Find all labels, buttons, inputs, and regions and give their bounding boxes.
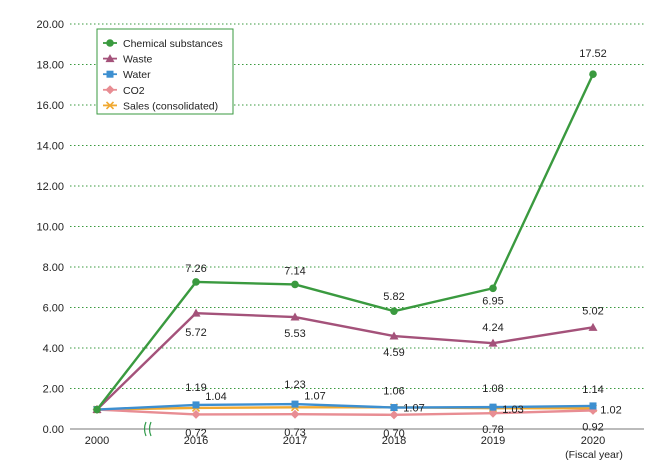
data-point-triangle — [191, 308, 201, 317]
data-point-triangle — [105, 54, 115, 63]
data-label: 0.92 — [582, 421, 603, 433]
data-label: 7.14 — [284, 265, 305, 277]
series-line — [96, 73, 595, 411]
data-labels: 7.26 7.14 5.82 6.95 17.52 5.72 5.53 4.59 4.24 5.0… — [185, 48, 621, 440]
series-line — [96, 406, 594, 411]
data-point-diamond — [105, 85, 115, 95]
data-label: 5.72 — [185, 327, 206, 339]
data-label: 5.53 — [284, 328, 305, 340]
data-label: 4.59 — [383, 347, 404, 359]
series-layer — [92, 70, 598, 420]
y-tick-label: 16.00 — [36, 100, 64, 112]
data-label: 6.95 — [482, 295, 503, 307]
data-point-triangle — [290, 312, 300, 321]
y-tick-label: 8.00 — [43, 262, 64, 274]
legend-label: Sales (consolidated) — [123, 100, 218, 112]
legend-item: Sales (consolidated) — [103, 100, 218, 112]
x-tick-label: 2019 — [481, 435, 505, 447]
data-label: 1.03 — [502, 404, 523, 416]
legend-label: Waste — [123, 54, 153, 66]
data-point-circle — [390, 307, 398, 315]
data-label: 5.82 — [383, 291, 404, 303]
data-point-square — [192, 401, 200, 409]
data-point-circle — [291, 280, 299, 289]
data-label: 1.08 — [482, 383, 503, 395]
legend: Chemical substances Waste Water CO2 Sales (c… — [96, 28, 234, 115]
data-label: 4.24 — [482, 322, 503, 334]
data-point-circle — [192, 278, 200, 286]
data-label: 0.72 — [185, 427, 206, 439]
data-label: 17.52 — [579, 48, 607, 60]
data-point-circle — [106, 39, 114, 47]
legend-label: Water — [123, 69, 151, 81]
data-point-diamond — [389, 410, 399, 420]
y-tick-label: 12.00 — [36, 181, 64, 193]
data-point-square — [291, 400, 299, 408]
data-point-circle — [589, 70, 597, 79]
legend-label: Chemical substances — [123, 38, 223, 50]
y-tick-label: 20.00 — [36, 19, 64, 31]
data-point-diamond — [290, 409, 300, 419]
series-line — [96, 408, 594, 417]
data-label: 1.14 — [582, 384, 603, 396]
data-point-circle — [93, 405, 101, 414]
data-label: 1.19 — [185, 382, 206, 394]
legend-item: Waste — [103, 54, 153, 66]
legend-label: CO2 — [123, 85, 145, 97]
data-label: 1.02 — [600, 404, 621, 416]
x-axis: (Fiscal year) 2000 2016 2017 2018 2019 2020 — [70, 421, 644, 461]
data-label: 1.07 — [403, 402, 424, 414]
data-point-square — [106, 70, 114, 78]
data-point-circle — [489, 284, 497, 293]
data-label: 0.70 — [383, 428, 404, 440]
x-tick-label: 2017 — [283, 435, 307, 447]
x-tick-label: 2018 — [382, 435, 406, 447]
y-tick-label: 2.00 — [43, 384, 64, 396]
data-label: 0.73 — [284, 427, 305, 439]
marker-stroke — [105, 101, 115, 110]
data-point-square — [589, 402, 597, 410]
data-point-square — [489, 403, 497, 411]
data-point-diamond — [488, 408, 498, 418]
data-label: 1.04 — [205, 391, 226, 403]
y-axis: 0.00 2.00 4.00 6.00 8.00 10.00 12.00 14.00 16.00… — [36, 19, 64, 436]
data-label: 0.78 — [482, 424, 503, 436]
data-label: 7.26 — [185, 263, 206, 275]
legend-item: CO2 — [103, 85, 145, 97]
legend-item: Chemical substances — [103, 38, 223, 50]
y-tick-label: 4.00 — [43, 343, 64, 355]
series-chemical-substances — [93, 70, 597, 414]
series-line — [96, 402, 594, 411]
series-line — [96, 311, 594, 411]
x-axis-note: (Fiscal year) — [565, 449, 623, 461]
data-point-triangle — [488, 338, 498, 347]
x-tick-label: 2016 — [184, 435, 208, 447]
legend-box — [96, 28, 234, 115]
data-point-square — [390, 404, 398, 412]
y-tick-label: 6.00 — [43, 303, 64, 315]
y-tick-label: 10.00 — [36, 222, 64, 234]
data-label: 5.02 — [582, 305, 603, 317]
legend-item: Water — [103, 69, 151, 81]
series-waste — [92, 308, 598, 414]
data-label: 1.07 — [304, 390, 325, 402]
y-tick-label: 18.00 — [36, 60, 64, 72]
axis-break-icon — [143, 421, 152, 437]
data-label: 1.06 — [383, 386, 404, 398]
data-point-triangle — [389, 331, 399, 340]
x-tick-label: 2000 — [85, 435, 109, 447]
data-point-x — [105, 101, 115, 110]
y-tick-label: 14.00 — [36, 141, 64, 153]
data-point-diamond — [191, 409, 201, 419]
x-tick-label: 2020 — [581, 435, 605, 447]
data-label: 1.23 — [284, 379, 305, 391]
data-point-triangle — [588, 322, 598, 331]
y-tick-label: 0.00 — [43, 424, 64, 436]
